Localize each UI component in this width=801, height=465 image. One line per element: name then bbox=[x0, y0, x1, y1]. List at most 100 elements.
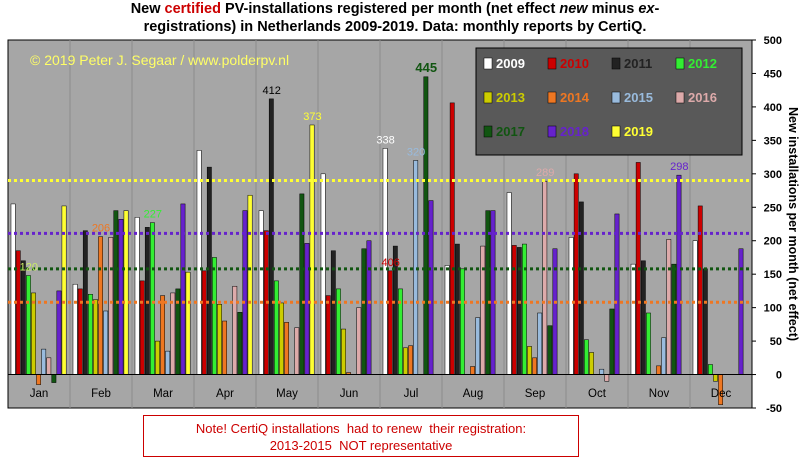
bar-2017-jul bbox=[423, 76, 429, 375]
bar-2015-nov bbox=[661, 337, 667, 375]
bar-2012-aug bbox=[460, 268, 465, 375]
x-tick-label: Feb bbox=[91, 388, 111, 400]
x-tick-label: Jun bbox=[340, 388, 359, 400]
title-ex-word: ex bbox=[638, 1, 655, 17]
legend-label: 2015 bbox=[624, 90, 653, 105]
legend-label: 2009 bbox=[496, 56, 525, 71]
bar-2011-may bbox=[268, 98, 274, 375]
bar-2016-nov bbox=[666, 239, 672, 375]
legend-swatch bbox=[483, 57, 493, 70]
bar-2014-jan bbox=[36, 374, 41, 385]
bar-2016-jan bbox=[46, 357, 52, 375]
bar-2016-feb bbox=[108, 237, 114, 375]
bar-2013-jan bbox=[31, 292, 36, 375]
bar-2016-mar bbox=[170, 292, 176, 375]
x-tick-label: Dec bbox=[711, 388, 732, 400]
title-part1: New bbox=[130, 1, 165, 17]
bar-2018-feb bbox=[118, 219, 124, 375]
y-tick-label: 50 bbox=[770, 336, 782, 348]
y-tick-label: -50 bbox=[766, 403, 782, 415]
title-new-word: new bbox=[559, 1, 588, 17]
x-tick-label: Apr bbox=[216, 388, 234, 400]
bar-2013-mar bbox=[155, 340, 160, 375]
title-part2: PV-installations registered per month (n… bbox=[220, 1, 560, 17]
y-axis-label: New installations per month (net effect) bbox=[786, 107, 800, 341]
bar-2013-jun bbox=[341, 328, 346, 375]
bar-2015-jan bbox=[41, 348, 47, 375]
bar-2015-sep bbox=[537, 312, 543, 375]
title-part3: minus bbox=[587, 1, 639, 17]
data-label: 412 bbox=[263, 85, 281, 97]
bar-2019-mar bbox=[185, 271, 191, 375]
bar-2010-mar bbox=[139, 280, 145, 375]
bar-2013-jul bbox=[403, 347, 408, 375]
y-tick-label: 300 bbox=[764, 169, 782, 181]
y-tick-label: 150 bbox=[764, 269, 782, 281]
bar-2017-nov bbox=[671, 263, 677, 375]
bar-2011-aug bbox=[454, 243, 460, 375]
y-tick-label: 500 bbox=[764, 35, 782, 47]
x-tick-label: Jan bbox=[30, 388, 49, 400]
x-axis: Jan Feb Mar Apr May Jun Jul Aug Sep Oct Nov Dec bbox=[30, 388, 732, 400]
bar-2015-aug bbox=[475, 317, 481, 375]
legend-label: 2012 bbox=[688, 56, 717, 71]
legend-label: 2014 bbox=[560, 90, 590, 105]
bar-2011-nov bbox=[640, 260, 646, 375]
bar-2018-may bbox=[304, 243, 310, 375]
copyright-text: © 2019 Peter J. Segaar / www.polderpv.nl bbox=[30, 52, 289, 68]
bar-2010-jul bbox=[387, 270, 393, 375]
data-label: 298 bbox=[670, 161, 688, 173]
y-tick-label: 100 bbox=[764, 303, 782, 315]
bar-2014-mar bbox=[160, 295, 165, 375]
bar-2012-sep bbox=[522, 243, 527, 375]
data-label: 445 bbox=[415, 60, 437, 75]
y-tick-label: 400 bbox=[764, 102, 782, 114]
bar-2009-nov bbox=[630, 263, 636, 375]
bar-2009-oct bbox=[568, 237, 574, 375]
legend-label: 2019 bbox=[624, 124, 653, 139]
data-label: 120 bbox=[20, 262, 38, 274]
bar-2015-oct bbox=[599, 368, 605, 375]
bar-2012-mar bbox=[150, 222, 155, 375]
y-axis: -50 0 50 100 150 200 250 300 350 400 450 500 bbox=[752, 35, 782, 415]
bar-2016-oct bbox=[604, 374, 610, 382]
bar-2017-sep bbox=[547, 325, 553, 375]
bar-2015-mar bbox=[165, 350, 171, 375]
bar-2018-mar bbox=[180, 203, 186, 375]
bar-2017-feb bbox=[113, 210, 119, 375]
bar-2012-nov bbox=[646, 312, 651, 375]
bar-2019-may bbox=[309, 124, 315, 375]
bar-2009-aug bbox=[444, 265, 450, 375]
bar-2018-oct bbox=[614, 213, 620, 375]
data-label: 320 bbox=[407, 146, 425, 158]
x-tick-label: Nov bbox=[649, 388, 670, 400]
legend-label: 2018 bbox=[560, 124, 589, 139]
note-line2: 2013-2015 NOT representative bbox=[269, 438, 453, 453]
title-line2: registrations) in Netherlands 2009-2019.… bbox=[143, 19, 647, 35]
legend-swatch bbox=[547, 91, 557, 104]
bar-2014-feb bbox=[98, 236, 103, 375]
legend: 2009 2010 2011 2012 2013 2014 2015 2016 2017 2018… bbox=[475, 47, 743, 156]
bar-2018-aug bbox=[490, 210, 496, 375]
bar-2012-jan bbox=[26, 275, 31, 375]
legend-swatch bbox=[483, 91, 493, 104]
bar-2017-apr bbox=[237, 312, 243, 375]
legend-swatch bbox=[675, 91, 685, 104]
data-labels: 120 206 227 412 373 338 320 445 406 289 298 bbox=[20, 60, 689, 274]
bar-2016-may bbox=[294, 327, 300, 375]
bar-2019-apr bbox=[247, 194, 253, 375]
bar-2014-jul bbox=[408, 345, 413, 375]
data-label: 338 bbox=[376, 134, 394, 146]
x-tick-label: Sep bbox=[525, 388, 545, 400]
bar-2011-dec bbox=[702, 268, 708, 375]
bar-2017-oct bbox=[609, 308, 615, 375]
bar-2019-feb bbox=[123, 210, 129, 375]
bar-2011-sep bbox=[516, 247, 522, 375]
bar-2010-sep bbox=[511, 245, 517, 375]
bar-2010-dec bbox=[697, 205, 703, 375]
legend-swatch bbox=[611, 91, 621, 104]
data-label: 289 bbox=[536, 167, 554, 179]
legend-swatch bbox=[675, 57, 685, 70]
legend-swatch bbox=[611, 57, 621, 70]
reference-lines bbox=[8, 179, 752, 304]
